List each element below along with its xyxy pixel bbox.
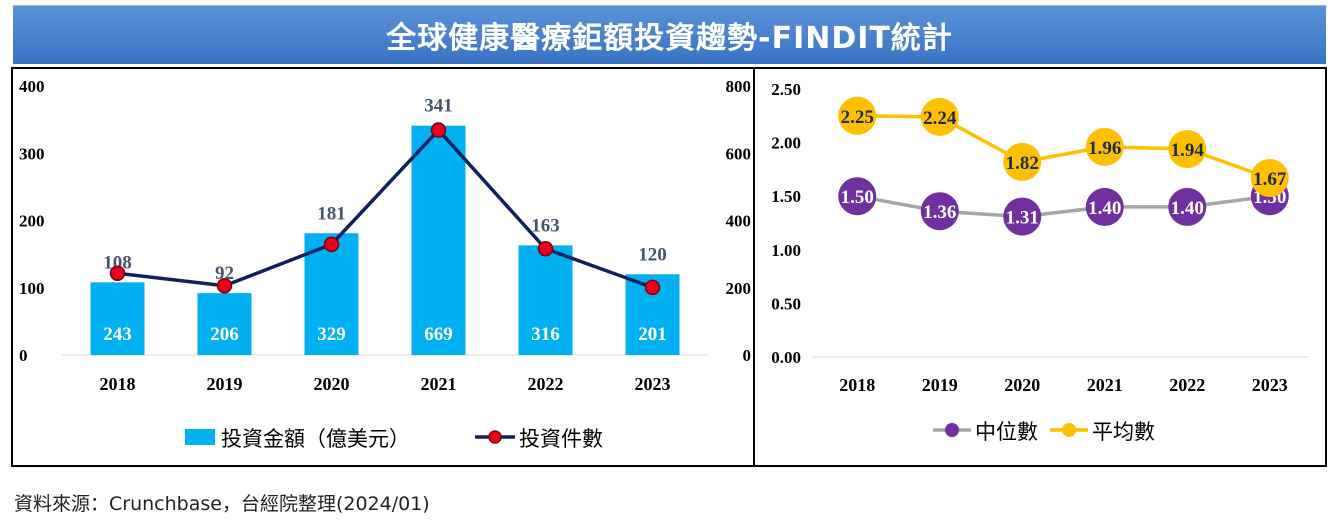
y-tick-label: 0.50: [771, 294, 801, 313]
bar-value-label: 163: [531, 215, 560, 236]
count-point: [323, 236, 340, 253]
x-tick-label: 2023: [1252, 375, 1288, 395]
bar-value-label: 120: [638, 244, 667, 265]
count-value-label: 243: [103, 324, 132, 345]
y-tick-label: 2.00: [771, 134, 801, 153]
mean-value-label: 2.25: [841, 107, 874, 128]
count-value-label: 669: [424, 324, 453, 345]
bar-value-label: 181: [317, 203, 346, 224]
y-right-tick-label: 600: [726, 144, 752, 163]
page-title: 全球健康醫療鉅額投資趨勢-FINDIT統計: [386, 21, 953, 56]
median-series-line: [856, 194, 1270, 219]
investment-combo-chart: 0 100 200 300 400 0 200 400 600 800 108 92 181 341 163…: [19, 77, 752, 451]
count-series-line: [117, 128, 654, 290]
x-tick-label: 2020: [314, 374, 350, 394]
y-left-tick-label: 0: [19, 346, 28, 365]
median-point: [1085, 187, 1124, 226]
legend-mean-label: 平均數: [1092, 420, 1155, 444]
y-tick-label: 0.00: [771, 348, 801, 367]
count-value-label: 316: [531, 324, 560, 345]
legend-line-marker: [488, 430, 502, 444]
x-tick-label: 2019: [207, 374, 243, 394]
bar-value-label: 341: [424, 96, 453, 117]
count-point: [216, 277, 233, 294]
mean-value-label: 1.96: [1088, 138, 1121, 159]
y-right-tick-label: 400: [726, 212, 752, 231]
bar-value-label: 108: [103, 252, 132, 273]
median-mean-line-chart: 0.00 0.50 1.00 1.50 2.00 2.50 1.50 1.36 1.31 1.40…: [771, 80, 1309, 444]
x-tick-label: 2021: [421, 374, 457, 394]
median-value-label: 1.36: [923, 202, 956, 223]
mean-series-line: [857, 114, 1271, 180]
mean-value-label: 1.82: [1006, 153, 1039, 174]
count-point: [537, 240, 554, 257]
title-banner: 全球健康醫療鉅額投資趨勢-FINDIT統計: [13, 5, 1326, 64]
mean-point: [1250, 158, 1289, 197]
y-right-tick-label: 0: [743, 346, 752, 365]
median-point: [1003, 197, 1042, 236]
legend-median-marker: [945, 423, 959, 437]
y-left-tick-label: 300: [19, 144, 45, 163]
bar-value-label: 92: [215, 263, 234, 284]
mean-value-label: 1.67: [1253, 169, 1287, 190]
count-value-label: 329: [317, 324, 346, 345]
mean-point: [1003, 142, 1042, 181]
source-note: 資料來源：Crunchbase，台經院整理(2024/01): [14, 493, 430, 515]
median-point: [838, 177, 877, 216]
y-left-tick-label: 400: [19, 77, 45, 96]
mean-value-label: 2.24: [923, 108, 957, 129]
mean-point: [1085, 127, 1124, 166]
investment-bar: [518, 245, 573, 355]
y-tick-label: 1.00: [771, 241, 801, 260]
count-point: [430, 122, 447, 138]
y-tick-label: 2.50: [771, 80, 801, 99]
investment-bar: [90, 282, 145, 355]
investment-bar: [197, 293, 252, 355]
x-tick-label: 2018: [839, 375, 875, 395]
legend-mean-marker: [1062, 423, 1076, 437]
x-tick-label: 2022: [528, 374, 564, 394]
x-tick-label: 2018: [100, 374, 136, 394]
mean-point: [920, 97, 959, 136]
median-value-label: 1.50: [841, 187, 874, 208]
investment-bar: [304, 233, 359, 355]
median-value-label: 1.40: [1171, 198, 1204, 219]
legend-line-label: 投資件數: [519, 427, 603, 451]
x-tick-label: 2021: [1087, 375, 1123, 395]
legend-bar-label: 投資金額（億美元）: [221, 427, 410, 451]
mean-point: [1168, 130, 1207, 169]
median-value-label: 1.40: [1088, 198, 1121, 219]
investment-bar: [411, 125, 466, 355]
median-value-label: 1.31: [1006, 208, 1039, 229]
x-tick-label: 2020: [1004, 375, 1040, 395]
count-value-label: 206: [210, 324, 239, 345]
mean-point: [838, 96, 877, 135]
count-value-label: 201: [638, 324, 667, 345]
y-left-tick-label: 100: [19, 279, 45, 298]
y-right-tick-label: 200: [726, 279, 752, 298]
median-point: [1168, 187, 1207, 226]
count-point: [109, 265, 126, 282]
x-tick-label: 2023: [635, 374, 671, 394]
y-left-tick-label: 200: [19, 212, 45, 231]
x-tick-label: 2022: [1169, 375, 1205, 395]
median-point: [920, 192, 959, 231]
x-tick-label: 2019: [922, 375, 958, 395]
legend-median-label: 中位數: [975, 420, 1038, 444]
investment-chart-panel: 0 100 200 300 400 0 200 400 600 800 108 92 181 341 163…: [11, 67, 755, 467]
y-right-tick-label: 800: [726, 77, 752, 96]
median-mean-chart-panel: 0.00 0.50 1.00 1.50 2.00 2.50 1.50 1.36 1.31 1.40…: [753, 67, 1327, 467]
count-point: [644, 279, 661, 296]
y-tick-label: 1.50: [771, 187, 801, 206]
legend-bar-swatch: [185, 429, 215, 445]
mean-value-label: 1.94: [1171, 140, 1205, 161]
